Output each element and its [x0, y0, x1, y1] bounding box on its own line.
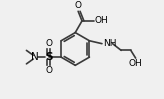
Text: O: O	[45, 66, 52, 75]
Text: S: S	[45, 52, 52, 62]
Text: O: O	[45, 40, 52, 49]
Text: NH: NH	[103, 39, 116, 48]
Text: O: O	[75, 1, 82, 10]
Text: N: N	[31, 52, 39, 62]
Text: OH: OH	[94, 16, 108, 25]
Text: OH: OH	[129, 59, 143, 68]
